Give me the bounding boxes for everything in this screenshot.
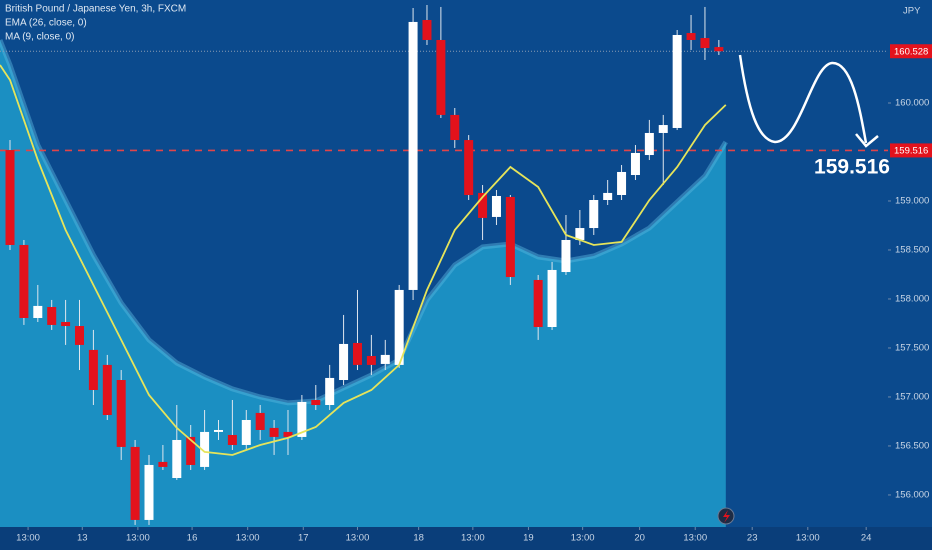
price-label-box: [890, 143, 932, 158]
candle-body: [283, 431, 293, 437]
candle-body: [5, 150, 15, 245]
candle-body: [464, 140, 474, 196]
candle-body: [75, 326, 85, 345]
area-layer: [0, 39, 728, 527]
y-tick-label: 157.000: [895, 391, 929, 402]
x-tick-label: 24: [861, 533, 872, 544]
candle-body: [144, 464, 154, 520]
candle-body: [617, 171, 627, 196]
candle-body: [339, 343, 349, 381]
x-tick-label: 13:00: [683, 533, 707, 544]
candle-body: [644, 132, 654, 156]
x-tick-label: 23: [747, 533, 758, 544]
y-tick-label: 159.000: [895, 195, 929, 206]
candle-body: [269, 427, 279, 437]
candle-body: [158, 461, 168, 467]
area-edge: [0, 39, 728, 406]
alert-bolt: [723, 510, 730, 523]
candle-body: [130, 446, 140, 520]
candle-body: [561, 239, 571, 273]
candle-body: [186, 436, 196, 465]
x-tick-label: 13:00: [16, 533, 40, 544]
candle-body: [116, 380, 126, 447]
price-label: 160.528: [894, 46, 928, 57]
arrow-head: [855, 133, 879, 148]
candle-body: [408, 21, 418, 290]
candle-body: [241, 419, 251, 445]
price-label: 159.516: [894, 145, 928, 156]
candle-body: [47, 307, 57, 325]
candle-body: [380, 354, 390, 364]
candle-body: [255, 412, 265, 430]
candle-body: [658, 125, 668, 133]
candle-body: [436, 39, 446, 115]
axis-layer: 160.528 159.516 156.000 156.500 157.000 157.5…: [16, 44, 932, 544]
y-tick-label: 160.000: [895, 98, 929, 109]
x-tick-label: 17: [298, 533, 309, 544]
price-label-box: [890, 44, 932, 59]
line: [0, 64, 727, 456]
candle-body: [102, 364, 112, 415]
x-tick-label: 16: [187, 533, 198, 544]
candle-body: [200, 431, 210, 467]
x-tick-label: 19: [523, 533, 534, 544]
y-tick-label: 158.500: [895, 244, 929, 255]
y-tick-label: 156.500: [895, 440, 929, 451]
x-tick-label: 13:00: [126, 533, 150, 544]
candle-body: [366, 356, 376, 365]
candle-body: [491, 195, 501, 217]
candle-body: [505, 196, 515, 278]
candle-body: [61, 322, 71, 327]
x-tick-label: 13:00: [796, 533, 820, 544]
time-axis-strip: [0, 527, 932, 550]
candle-body: [325, 377, 335, 406]
candle-layer: [5, 4, 724, 525]
x-tick-label: 20: [634, 533, 645, 544]
candle-body: [352, 342, 362, 365]
y-tick-label: 157.500: [895, 342, 929, 353]
x-tick-label: 13: [77, 533, 88, 544]
area: [0, 40, 726, 527]
x-tick-label: 13:00: [461, 533, 485, 544]
candle-body: [394, 289, 404, 365]
line-layer: [0, 64, 727, 456]
candle-body: [422, 19, 432, 40]
x-tick-label: 18: [413, 533, 424, 544]
candle-body: [19, 244, 29, 318]
candle-body: [630, 152, 640, 176]
candle-body: [172, 439, 182, 479]
candle-body: [227, 434, 237, 445]
candle-body: [450, 114, 460, 141]
candle-body: [547, 269, 557, 327]
x-tick-label: 13:00: [346, 533, 370, 544]
forecast-arrow: [738, 54, 868, 144]
candle-body: [88, 349, 98, 391]
candle-body: [672, 34, 682, 128]
candle-body: [603, 192, 613, 201]
candle-body: [478, 192, 488, 218]
candle-body: [533, 279, 543, 327]
candle-body: [589, 200, 599, 229]
y-axis-label: JPY: [903, 6, 921, 17]
candle-body: [700, 38, 710, 49]
candle-body: [575, 228, 585, 240]
legend-entry: MA (9, close, 0): [5, 32, 74, 43]
candle-body: [714, 47, 724, 52]
annotation: 159.516: [814, 156, 890, 179]
y-tick-label: 156.000: [895, 489, 929, 500]
candle-body: [213, 429, 223, 432]
candle-body: [686, 33, 696, 40]
legend-entry: EMA (26, close, 0): [5, 18, 87, 29]
candle-body: [33, 305, 43, 318]
candle-body: [311, 400, 321, 406]
y-tick-label: 158.000: [895, 293, 929, 304]
x-tick-label: 13:00: [571, 533, 595, 544]
candle-body: [297, 401, 307, 437]
chart-title: British Pound / Japanese Yen, 3h, FXCM: [5, 4, 186, 15]
x-tick-label: 13:00: [236, 533, 260, 544]
